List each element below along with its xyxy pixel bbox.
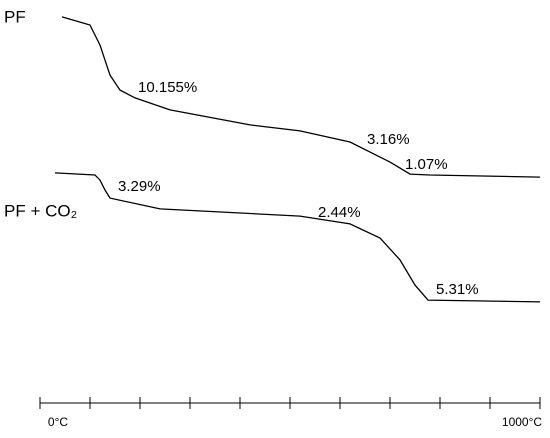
curve <box>61 16 541 178</box>
x-tick-label: 1000°C <box>502 415 542 429</box>
annotation: 1.07% <box>405 156 448 173</box>
annotation: 2.44% <box>318 204 361 221</box>
annotation: 5.31% <box>436 281 479 298</box>
curve <box>54 172 541 303</box>
annotation: 3.29% <box>118 178 161 195</box>
series-label: PF + CO₂ <box>4 201 77 220</box>
annotation: 3.16% <box>367 131 410 148</box>
series-label: PF <box>4 7 26 26</box>
x-tick-label: 0°C <box>48 415 68 429</box>
annotation: 10.155% <box>138 79 197 96</box>
